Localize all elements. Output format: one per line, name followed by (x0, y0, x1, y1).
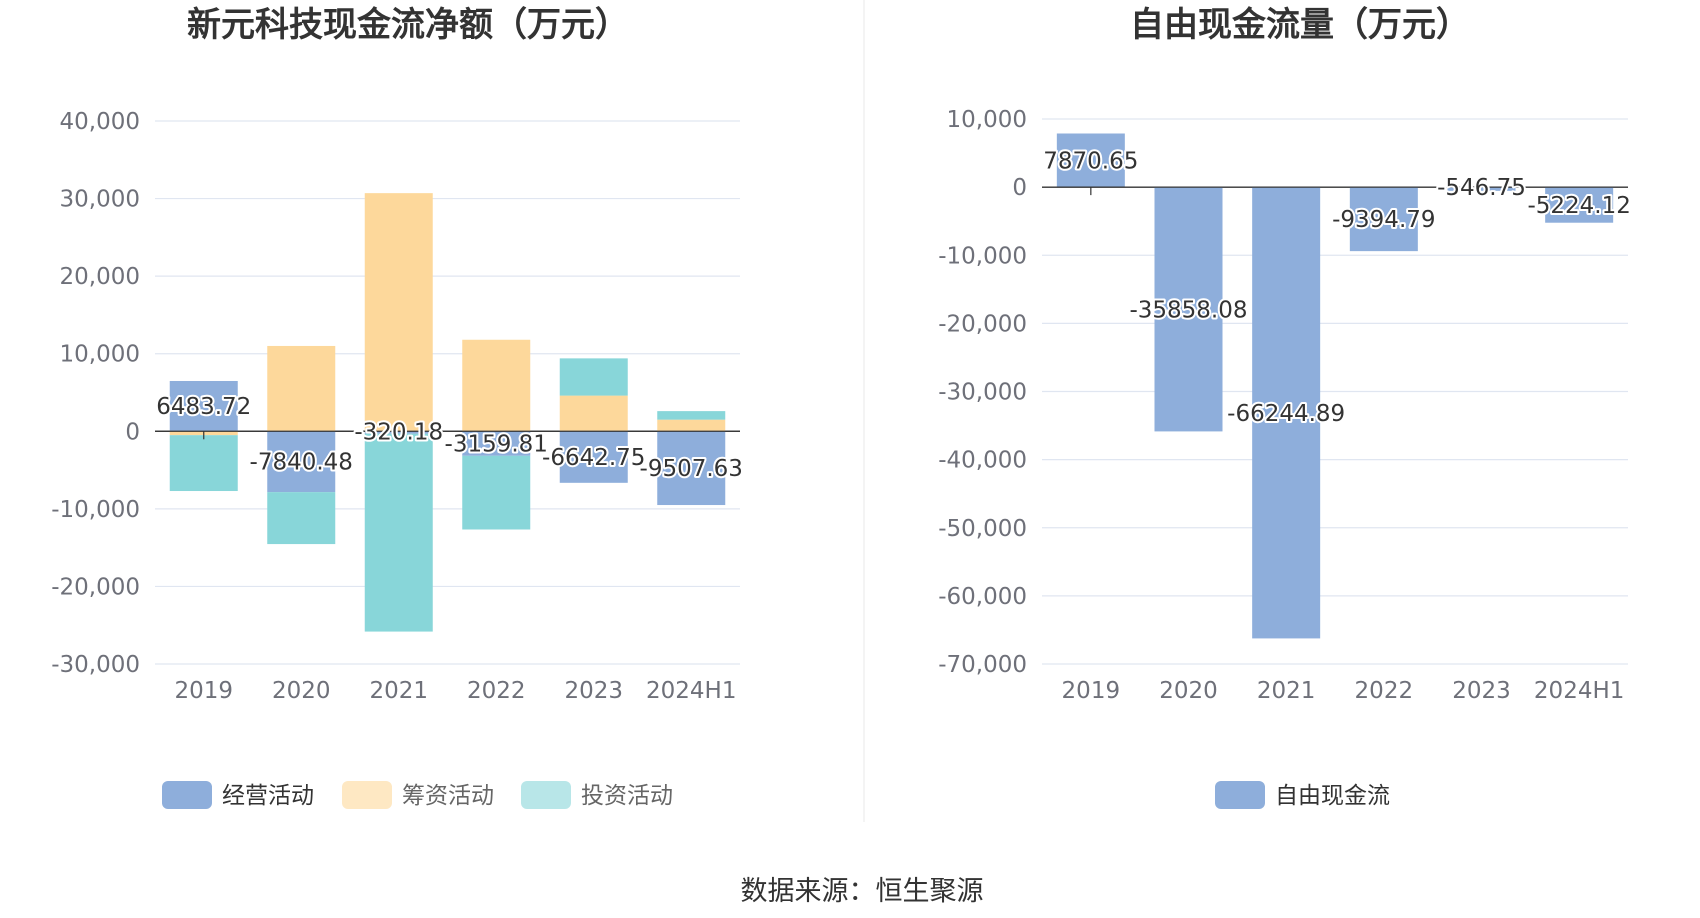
y-tick-label: 10,000 (60, 342, 140, 368)
bar-free-cash-flow (1349, 187, 1418, 252)
bar-financing (657, 419, 726, 432)
bar-operating (364, 431, 433, 434)
data-label: -5224.12 (1527, 193, 1630, 219)
legend-label: 自由现金流 (1275, 783, 1390, 809)
x-tick-label: 2020 (1159, 678, 1218, 704)
bar-free-cash-flow (1154, 187, 1223, 432)
y-tick-label: -30,000 (938, 380, 1027, 406)
x-tick-label: 2019 (174, 678, 233, 704)
bar-investing (462, 455, 531, 530)
x-tick-label: 2024H1 (1534, 678, 1624, 704)
y-tick-label: -40,000 (938, 448, 1027, 474)
bar-free-cash-flow (1056, 133, 1125, 188)
legend-swatch (342, 781, 392, 809)
data-label: -6642.75 (542, 445, 645, 471)
x-tick-label: 2022 (1355, 678, 1414, 704)
data-label: -66244.89 (1227, 401, 1345, 427)
x-tick-label: 2021 (369, 678, 428, 704)
bar-investing (657, 411, 726, 420)
x-tick-label: 2022 (467, 678, 526, 704)
bar-investing (559, 358, 628, 396)
right-chart-title: 自由现金流量（万元） (1130, 5, 1470, 45)
legend-swatch (1215, 781, 1265, 809)
bar-investing (169, 435, 238, 492)
data-label: -9507.63 (640, 456, 743, 482)
left-chart-title: 新元科技现金流净额（万元） (187, 5, 629, 45)
y-tick-label: -20,000 (938, 311, 1027, 337)
y-tick-label: 0 (125, 419, 140, 445)
x-tick-label: 2023 (1452, 678, 1511, 704)
y-tick-label: -70,000 (938, 652, 1027, 678)
y-tick-label: -50,000 (938, 516, 1027, 542)
x-tick-label: 2019 (1062, 678, 1121, 704)
y-tick-label: -10,000 (938, 243, 1027, 269)
bar-operating (657, 431, 726, 506)
bar-operating (559, 431, 628, 483)
left-chart-legend: 经营活动 筹资活动 投资活动 (162, 781, 673, 809)
bar-investing (364, 433, 433, 632)
data-label: -9394.79 (1332, 207, 1435, 233)
right-chart-legend: 自由现金流 (1215, 781, 1390, 809)
legend-swatch (521, 781, 571, 809)
bar-free-cash-flow (1545, 187, 1614, 223)
bar-operating (267, 431, 336, 493)
data-label: 6483.72 (156, 394, 251, 420)
y-tick-label: -60,000 (938, 584, 1027, 610)
y-tick-label: 30,000 (60, 187, 140, 213)
bar-operating (169, 380, 238, 432)
x-tick-label: 2024H1 (646, 678, 736, 704)
data-label: 7870.65 (1043, 148, 1138, 174)
x-tick-label: 2021 (1257, 678, 1316, 704)
bar-financing (559, 395, 628, 432)
bar-free-cash-flow (1447, 187, 1516, 191)
bar-financing (364, 193, 433, 432)
source-text: 数据来源：恒生聚源 (741, 876, 984, 907)
data-label: -3159.81 (445, 432, 548, 458)
legend-label: 筹资活动 (402, 783, 494, 809)
y-tick-label: 20,000 (60, 264, 140, 290)
bar-financing (462, 339, 531, 432)
legend-label: 经营活动 (222, 783, 314, 809)
data-label: -546.75 (1437, 175, 1526, 201)
bar-free-cash-flow (1252, 187, 1321, 639)
legend-label: 投资活动 (581, 783, 673, 809)
y-tick-label: -30,000 (51, 652, 140, 678)
left-chart-plot: 40,000 30,000 20,000 10,000 0 -10,000 -20,000 -… (51, 109, 745, 704)
y-tick-label: -20,000 (51, 574, 140, 600)
legend-swatch (162, 781, 212, 809)
y-tick-label: 0 (1012, 175, 1027, 201)
bar-financing (267, 345, 336, 432)
y-tick-label: -10,000 (51, 497, 140, 523)
data-label: -35858.08 (1129, 297, 1247, 323)
x-tick-label: 2023 (564, 678, 623, 704)
y-tick-label: 40,000 (60, 109, 140, 135)
data-label: -7840.48 (250, 450, 353, 476)
y-tick-label: 10,000 (947, 107, 1027, 133)
bar-operating (462, 431, 531, 456)
right-chart-plot: 10,000 0 -10,000 -20,000 -30,000 -40,000 -50,0… (938, 107, 1633, 704)
bar-investing (267, 492, 336, 545)
data-label: -320.18 (354, 419, 443, 445)
x-tick-label: 2020 (272, 678, 331, 704)
